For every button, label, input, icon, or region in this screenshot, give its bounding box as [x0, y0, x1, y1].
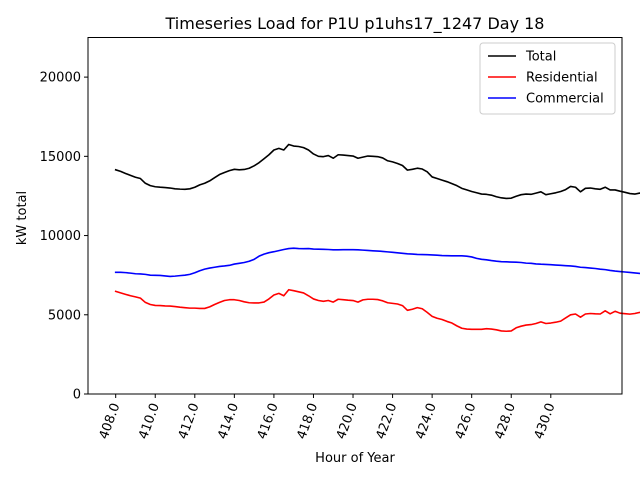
series-layer: [114, 143, 640, 333]
series-line-commercial: [114, 247, 640, 278]
y-tick-label: 10000: [40, 229, 81, 244]
chart-title: Timeseries Load for P1U p1uhs17_1247 Day…: [165, 14, 545, 34]
legend-label-commercial: Commercial: [526, 92, 604, 107]
legend-box: [479, 42, 616, 115]
x-axis-label: Hour of Year: [315, 451, 395, 466]
plot-frame: [87, 37, 623, 395]
y-tick-label: 15000: [40, 150, 81, 165]
y-tick-label: 20000: [40, 71, 81, 86]
y-tick-label: 5000: [48, 308, 81, 323]
series-line-total: [114, 143, 640, 200]
series-line-residential: [114, 288, 640, 333]
legend: Total Residential Commercial: [479, 42, 616, 115]
legend-label-residential: Residential: [526, 71, 598, 86]
legend-label-total: Total: [525, 50, 556, 65]
y-axis-label: kW total: [15, 191, 30, 245]
y-tick-label: 0: [73, 388, 81, 403]
